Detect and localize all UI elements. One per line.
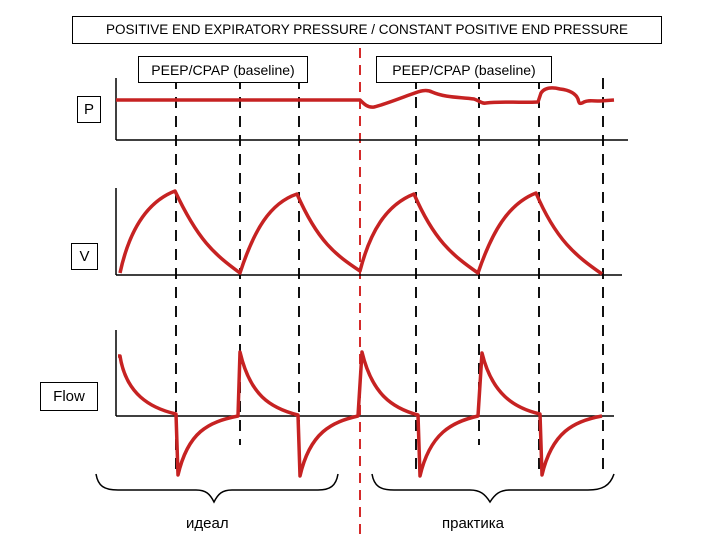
peep-label-ideal: PEEP/CPAP (baseline) bbox=[138, 56, 308, 83]
practice-brace bbox=[371, 473, 615, 504]
volume-axis-label: V bbox=[71, 243, 98, 270]
practice-caption: практика bbox=[442, 515, 505, 532]
ideal-brace bbox=[95, 473, 339, 504]
peep-label-practice: PEEP/CPAP (baseline) bbox=[376, 56, 552, 83]
pressure-axis-label: P bbox=[77, 96, 101, 123]
axes bbox=[115, 78, 628, 417]
volume-waveform bbox=[118, 189, 603, 276]
flow-waveform bbox=[118, 350, 603, 478]
ideal-caption: идеал bbox=[186, 515, 229, 532]
pressure-waveform bbox=[116, 86, 615, 109]
flow-axis-label: Flow bbox=[40, 382, 98, 411]
diagram-title: POSITIVE END EXPIRATORY PRESSURE / CONST… bbox=[72, 16, 662, 44]
